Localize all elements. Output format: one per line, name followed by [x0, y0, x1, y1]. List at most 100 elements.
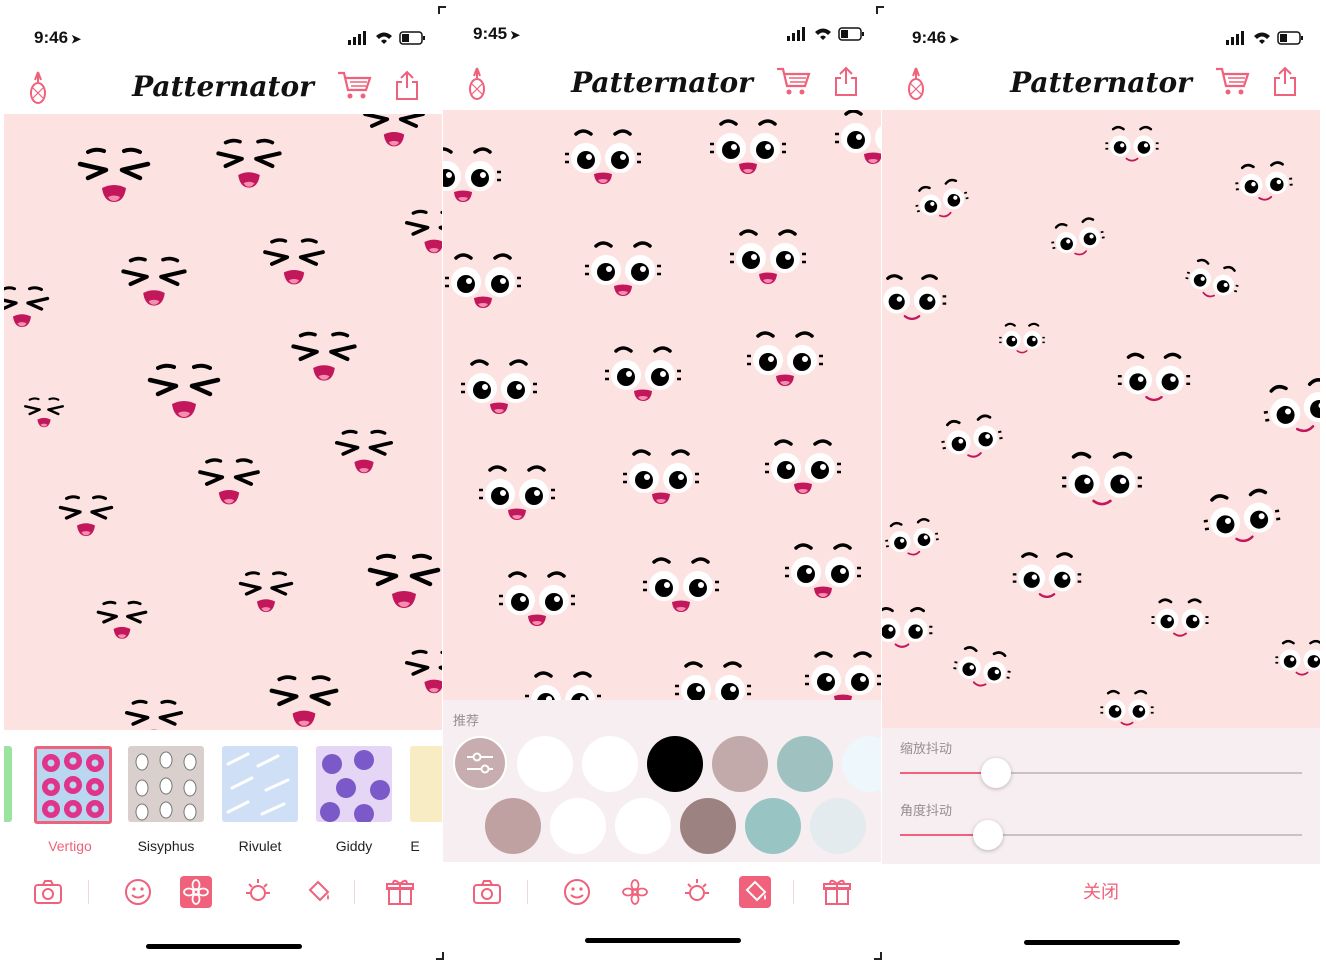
home-indicator[interactable] [146, 944, 302, 949]
pattern-thumb-partial-right[interactable] [410, 746, 442, 822]
slider-label-angle-jitter: 角度抖动 [900, 803, 953, 818]
color-swatch[interactable] [615, 798, 671, 854]
camera-icon[interactable] [32, 876, 64, 908]
laughing-faces-pattern [4, 114, 442, 730]
cat-pattern-icon [320, 750, 390, 822]
home-indicator[interactable] [585, 938, 741, 943]
status-time: 9:46 ➤ [34, 28, 82, 47]
pattern-thumb-partial[interactable] [4, 746, 12, 822]
pattern-thumb-giddy[interactable] [316, 746, 392, 822]
color-swatch[interactable] [680, 798, 736, 854]
slider-knob[interactable] [981, 758, 1012, 788]
pineapple-icon[interactable] [467, 66, 487, 102]
slider-fill [900, 834, 989, 836]
color-swatch[interactable] [777, 736, 833, 792]
pineapple-icon[interactable] [28, 70, 48, 106]
location-arrow-icon: ➤ [949, 32, 960, 46]
pattern-name-sisyphus[interactable]: Sisyphus [137, 838, 195, 854]
share-icon[interactable] [1272, 66, 1298, 98]
pattern-name-partial[interactable]: E [410, 838, 420, 854]
paint-bucket-icon[interactable] [739, 876, 771, 908]
color-swatch[interactable] [647, 736, 703, 792]
close-button[interactable]: 关闭 [1083, 882, 1119, 902]
cart-icon[interactable] [336, 70, 372, 102]
app-logo: Patternator [1010, 66, 1192, 99]
bottom-toolbar [443, 866, 881, 918]
pattern-preview[interactable] [443, 110, 881, 700]
crop-mark [874, 952, 882, 960]
location-arrow-icon: ➤ [510, 28, 521, 42]
jittered-eyes-pattern [882, 125, 1320, 726]
bottom-toolbar [4, 866, 442, 918]
color-swatch[interactable] [582, 736, 638, 792]
smiley-icon[interactable] [561, 876, 593, 908]
donut-pattern-icon [42, 752, 104, 818]
cart-icon[interactable] [775, 66, 811, 98]
smiley-icon[interactable] [122, 876, 154, 908]
gift-icon[interactable] [384, 876, 416, 908]
flower-icon[interactable] [619, 876, 651, 908]
paint-bucket-icon[interactable] [302, 876, 334, 908]
status-bar: 9:46 ➤ [882, 18, 1320, 58]
app-header: Patternator [4, 64, 442, 112]
color-swatch[interactable] [745, 798, 801, 854]
pattern-thumb-rivulet[interactable] [222, 746, 298, 822]
cart-icon[interactable] [1214, 66, 1250, 98]
phone-screen-jitter-settings: 9:46 ➤ Patternator [882, 0, 1320, 964]
jitter-drawer: 缩放抖动 角度抖动 [882, 728, 1320, 864]
status-bar: 9:45 ➤ [443, 14, 881, 54]
pattern-thumb-sisyphus[interactable] [128, 746, 204, 822]
color-swatch[interactable] [485, 798, 541, 854]
slider-knob[interactable] [973, 820, 1004, 850]
color-drawer: 推荐 [443, 700, 881, 862]
status-bar: 9:46 ➤ [4, 18, 442, 58]
phone-screen-color-picker: 9:45 ➤ Patternator [443, 0, 881, 964]
toolbar-divider [354, 880, 355, 904]
gift-icon[interactable] [821, 876, 853, 908]
crop-mark [438, 6, 446, 14]
color-swatch[interactable] [842, 736, 881, 792]
crop-mark [876, 6, 884, 14]
flower-icon[interactable] [180, 876, 212, 908]
pattern-preview[interactable] [882, 110, 1320, 728]
pattern-carousel[interactable]: Vertigo Sisyphus Rivulet Giddy E [4, 730, 442, 866]
crop-mark [436, 952, 444, 960]
settings-sliders-button[interactable] [453, 736, 507, 790]
status-icons [787, 27, 864, 41]
color-swatch[interactable] [517, 736, 573, 792]
color-swatch[interactable] [550, 798, 606, 854]
status-time: 9:45 ➤ [473, 24, 521, 43]
angle-jitter-slider[interactable] [900, 820, 1302, 850]
home-indicator[interactable] [1024, 940, 1180, 945]
app-header: Patternator [882, 60, 1320, 108]
pattern-name-giddy[interactable]: Giddy [335, 838, 373, 854]
slider-track [900, 772, 1302, 774]
pattern-name-vertigo[interactable]: Vertigo [48, 838, 92, 854]
toolbar-divider [793, 880, 794, 904]
sun-icon[interactable] [242, 876, 274, 908]
status-icons [348, 31, 425, 45]
camera-icon[interactable] [471, 876, 503, 908]
bunny-pattern-icon [135, 751, 197, 821]
app-header: Patternator [443, 60, 881, 108]
pattern-thumb-vertigo[interactable] [34, 746, 112, 824]
section-label-recommended: 推荐 [453, 713, 480, 728]
pattern-name-rivulet[interactable]: Rivulet [238, 838, 282, 854]
phone-screen-pattern-picker: 9:46 ➤ Patternator [4, 0, 442, 964]
color-swatch[interactable] [712, 736, 768, 792]
pineapple-icon[interactable] [906, 66, 926, 102]
status-icons [1226, 31, 1303, 45]
toolbar-divider [88, 880, 89, 904]
color-swatch[interactable] [810, 798, 866, 854]
slider-label-scale-jitter: 缩放抖动 [900, 741, 953, 756]
share-icon[interactable] [394, 70, 420, 102]
status-time: 9:46 ➤ [912, 28, 960, 47]
location-arrow-icon: ➤ [71, 32, 82, 46]
slider-fill [900, 772, 997, 774]
share-icon[interactable] [833, 66, 859, 98]
scale-jitter-slider[interactable] [900, 758, 1302, 788]
sliders-icon [467, 752, 493, 774]
big-eyes-pattern [443, 110, 881, 700]
pattern-preview[interactable] [4, 114, 442, 730]
sun-icon[interactable] [681, 876, 713, 908]
